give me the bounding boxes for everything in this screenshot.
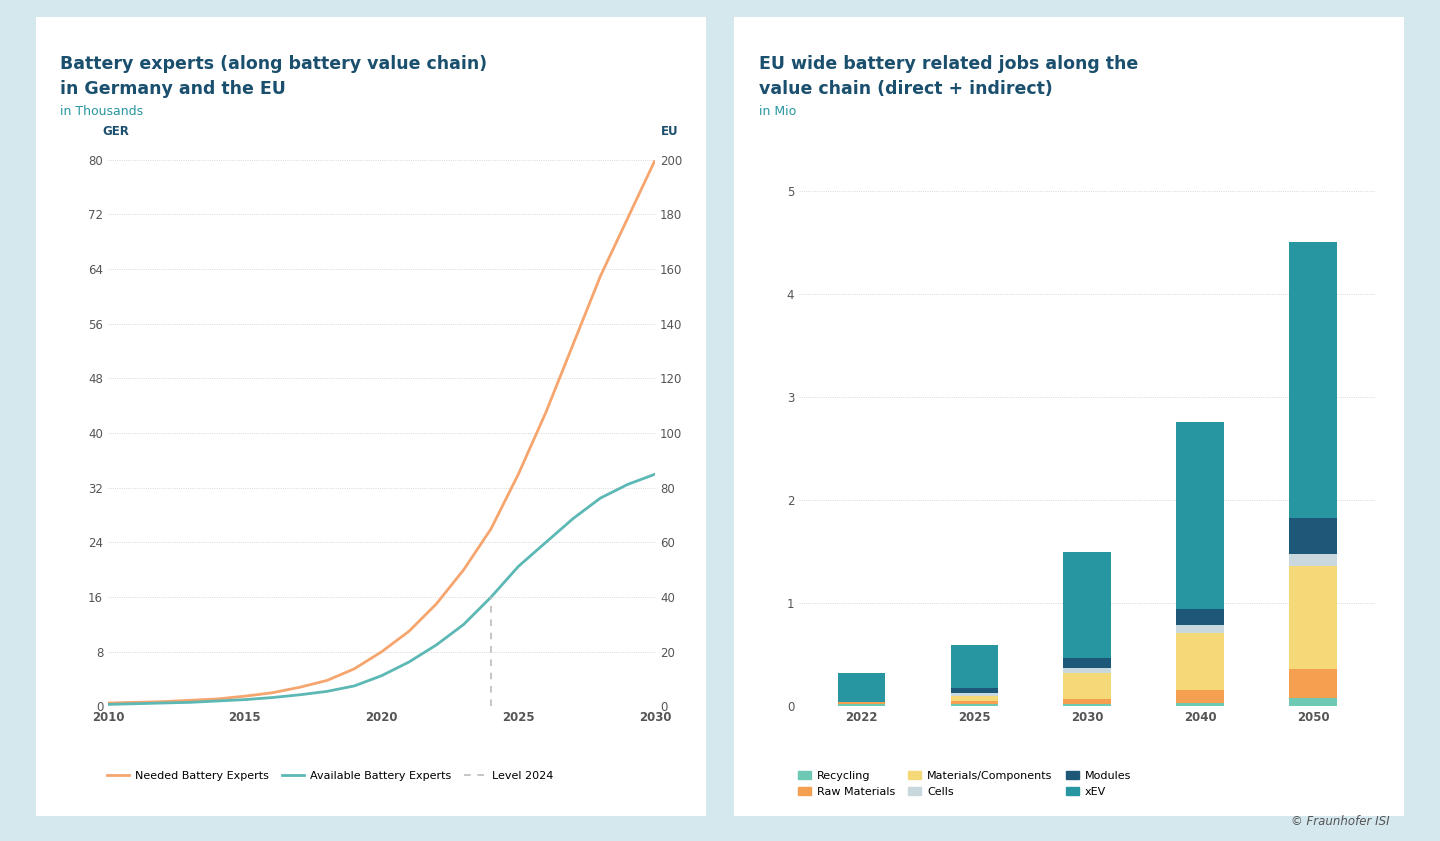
Bar [1289, 566, 1336, 669]
Bar [1289, 518, 1336, 553]
Legend: Needed Battery Experts, Available Battery Experts, Level 2024: Needed Battery Experts, Available Batter… [102, 767, 559, 785]
Bar [1289, 669, 1336, 698]
Bar [1064, 552, 1110, 658]
Bar [1176, 610, 1224, 625]
Bar [1176, 703, 1224, 706]
Legend: Recycling, Raw Materials, Materials/Components, Cells, Modules, xEV: Recycling, Raw Materials, Materials/Comp… [793, 767, 1136, 801]
Bar [950, 644, 998, 688]
Bar [1176, 633, 1224, 690]
Bar [1064, 658, 1110, 669]
Bar [1289, 242, 1336, 518]
Bar [950, 705, 998, 706]
Bar [1064, 669, 1110, 674]
Bar [950, 696, 998, 701]
Bar [1289, 553, 1336, 566]
Text: EU wide battery related jobs along the: EU wide battery related jobs along the [759, 55, 1138, 72]
Text: in Mio: in Mio [759, 105, 796, 118]
Bar [950, 688, 998, 693]
Text: value chain (direct + indirect): value chain (direct + indirect) [759, 80, 1053, 98]
Bar [838, 674, 886, 702]
Bar [1064, 674, 1110, 699]
Text: in Germany and the EU: in Germany and the EU [60, 80, 287, 98]
Bar [838, 702, 886, 705]
Bar [950, 693, 998, 696]
Bar [950, 701, 998, 705]
Bar [1176, 422, 1224, 610]
Bar [1289, 698, 1336, 706]
Text: © Fraunhofer ISI: © Fraunhofer ISI [1292, 816, 1390, 828]
Bar [1176, 625, 1224, 633]
Text: EU: EU [661, 125, 678, 138]
Text: in Thousands: in Thousands [60, 105, 144, 118]
Text: GER: GER [102, 125, 130, 138]
Bar [1064, 699, 1110, 705]
Bar [1176, 690, 1224, 703]
Bar [1064, 705, 1110, 706]
Text: Battery experts (along battery value chain): Battery experts (along battery value cha… [60, 55, 488, 72]
Bar [838, 705, 886, 706]
